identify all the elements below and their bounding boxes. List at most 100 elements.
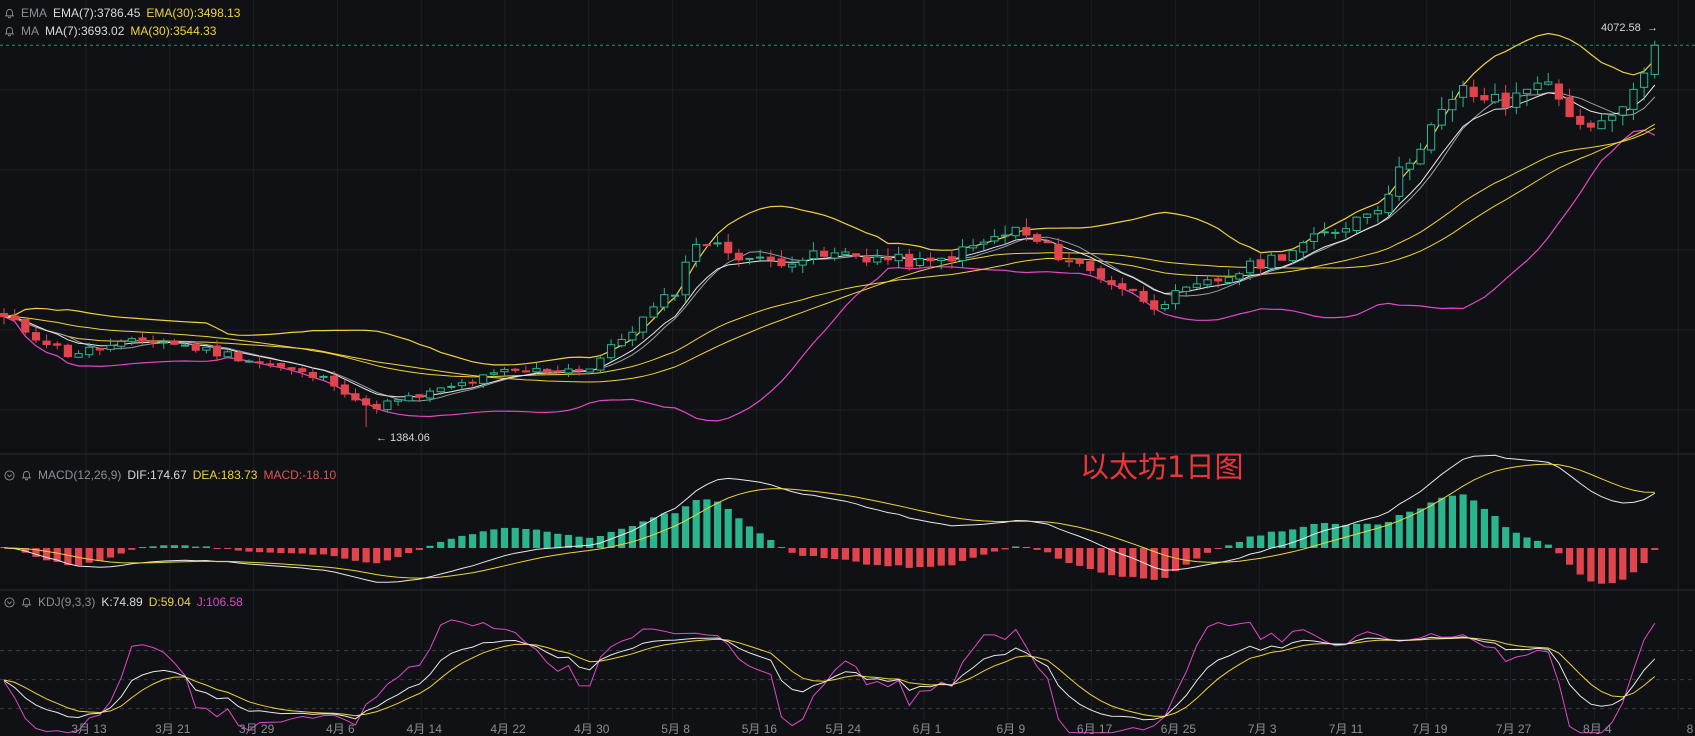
x-axis-tick-label: 6月 25	[1161, 722, 1197, 736]
candle	[500, 368, 509, 373]
candle	[425, 390, 435, 399]
chart-watermark: 以太坊1日图	[1080, 450, 1244, 484]
macd-name: MACD(12,26,9)	[38, 468, 122, 482]
macd-histogram-bar	[75, 548, 83, 566]
macd-histogram-bar	[607, 531, 615, 548]
arrow-right-icon: →	[1647, 22, 1658, 34]
macd-histogram-bar	[511, 527, 519, 548]
macd-histogram-bar	[1001, 548, 1009, 550]
candle	[1533, 82, 1542, 90]
candle	[873, 256, 882, 263]
macd-histogram-bar	[1459, 494, 1467, 548]
macd-histogram-bar	[1566, 548, 1574, 565]
candle	[287, 367, 296, 370]
candle	[1288, 250, 1297, 262]
macd-histogram-bar	[1534, 540, 1542, 548]
candle	[1522, 88, 1532, 95]
candle	[447, 385, 456, 388]
candle	[457, 382, 466, 387]
candle	[191, 344, 200, 351]
macd-histogram-bar	[703, 499, 711, 548]
macd-histogram-bar	[394, 548, 402, 558]
candle	[756, 256, 765, 259]
candle	[511, 368, 520, 371]
macd-histogram-bar	[1182, 548, 1190, 565]
macd-histogram-bar	[522, 529, 530, 548]
bell-icon[interactable]	[4, 26, 15, 37]
x-axis-tick-label: 7月 3	[1248, 722, 1277, 736]
candle	[1352, 216, 1361, 231]
candle	[947, 256, 956, 262]
candle	[596, 357, 605, 371]
macd-histogram-bar	[1331, 523, 1339, 548]
macd-histogram-bar	[1289, 529, 1297, 548]
candle	[862, 256, 871, 263]
x-axis-tick-label: 8	[1687, 722, 1694, 736]
last-price-label: 4072.58	[1601, 22, 1641, 34]
candle	[362, 398, 371, 406]
x-axis-tick-label: 6月 1	[913, 722, 942, 736]
candle	[1650, 44, 1659, 75]
candle	[1576, 115, 1585, 125]
candle	[1448, 99, 1457, 111]
ema-slow-value: EMA(30):3498.13	[146, 6, 241, 20]
macd-histogram-bar	[756, 533, 764, 548]
macd-histogram-bar	[735, 518, 743, 548]
x-axis-tick-label: 6月 9	[996, 722, 1025, 736]
bell-icon[interactable]	[21, 470, 32, 481]
bell-icon[interactable]	[4, 8, 15, 19]
macd-histogram-bar	[1395, 515, 1403, 548]
macd-histogram-bar	[1267, 531, 1275, 548]
macd-histogram-bar	[287, 548, 296, 554]
macd-histogram-bar	[884, 548, 892, 567]
candle	[393, 399, 403, 402]
macd-histogram-bar	[841, 548, 849, 560]
candle	[489, 372, 498, 375]
candle	[1395, 166, 1404, 197]
macd-legend: MACD(12,26,9) DIF:174.67 DEA:183.73 MACD…	[4, 468, 336, 482]
candle	[85, 346, 94, 356]
macd-histogram-bar	[1150, 548, 1158, 580]
candle	[883, 256, 893, 261]
macd-histogram-bar	[96, 548, 104, 561]
candle	[1320, 231, 1329, 234]
bell-icon[interactable]	[21, 597, 32, 608]
macd-histogram-bar	[128, 548, 136, 550]
low-price-label: ← 1384.06	[376, 432, 430, 444]
collapse-icon[interactable]	[4, 596, 15, 608]
macd-histogram-bar	[479, 531, 487, 548]
macd-histogram-bar	[1108, 548, 1116, 576]
macd-histogram-bar	[820, 548, 828, 559]
candle	[1203, 279, 1212, 286]
candle	[1608, 115, 1617, 121]
macd-histogram-bar	[64, 548, 72, 566]
macd-histogram-bar	[1353, 523, 1361, 548]
x-axis-tick-label: 8月 4	[1583, 722, 1612, 736]
macd-histogram-bar	[1491, 516, 1499, 548]
candle	[1054, 243, 1063, 261]
candle	[1490, 93, 1500, 103]
candle	[127, 338, 136, 342]
candle	[159, 341, 168, 344]
candle	[298, 368, 307, 373]
kdj-j-value: J:106.58	[196, 595, 243, 609]
macd-histogram-bar	[1086, 548, 1094, 569]
macd-dif-value: DIF:174.67	[127, 468, 187, 482]
candle	[255, 361, 264, 364]
candle	[905, 253, 914, 268]
candle	[404, 395, 413, 402]
macd-histogram-bar	[927, 548, 935, 567]
candle	[415, 394, 424, 398]
macd-histogram-bar	[330, 548, 338, 557]
candle	[521, 370, 530, 373]
macd-histogram-bar	[564, 534, 573, 548]
ema30-line	[3, 127, 1656, 378]
collapse-icon[interactable]	[4, 469, 15, 481]
macd-histogram-bar	[21, 548, 29, 553]
macd-histogram-bar	[1321, 523, 1329, 548]
candle	[713, 242, 722, 245]
macd-histogram-bar	[990, 548, 999, 552]
candle	[1640, 72, 1649, 88]
macd-histogram-bar	[1587, 548, 1595, 582]
